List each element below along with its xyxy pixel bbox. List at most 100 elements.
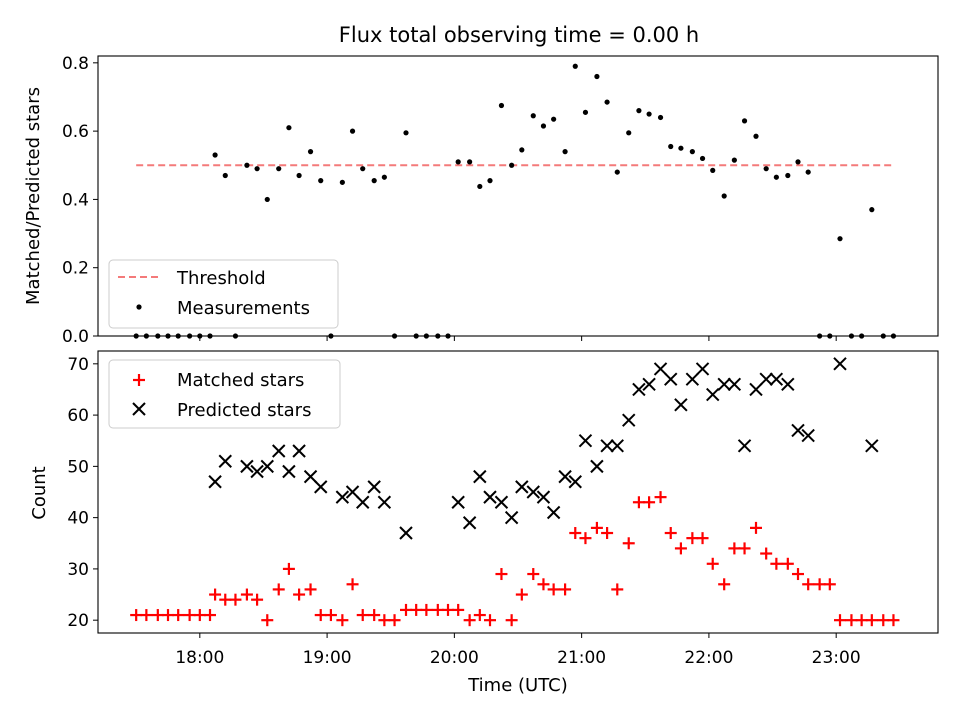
measurement-point	[455, 159, 461, 165]
matched-star-point	[718, 578, 731, 591]
predicted-star-point	[504, 510, 519, 525]
predicted-star-point	[356, 495, 370, 509]
measurement-point	[467, 159, 473, 165]
measurement-point	[222, 172, 228, 179]
measurement-point	[805, 169, 811, 175]
measurement-point	[318, 178, 324, 184]
matched-star-point	[304, 583, 317, 596]
matched-star-point	[410, 603, 423, 616]
measurement-point	[594, 73, 600, 80]
matched-star-point	[193, 609, 206, 622]
matched-star-point	[209, 588, 222, 601]
matched-star-point	[802, 578, 815, 591]
matched-star-point	[400, 603, 412, 616]
bottom-x-axis: 18:00 19:00 20:00 21:00 22:00 23:00	[175, 633, 861, 668]
matched-star-point	[314, 609, 327, 622]
measurement-point	[741, 118, 748, 124]
matched-star-point	[643, 496, 656, 509]
legend-matched-swatch	[133, 374, 145, 386]
matched-star-point	[590, 521, 603, 534]
measurement-point	[626, 130, 632, 136]
predicted-star-point	[451, 495, 465, 509]
legend-threshold-label: Threshold	[176, 268, 266, 289]
matched-star-point	[324, 609, 337, 622]
predicted-star-point	[833, 357, 847, 371]
measurement-point	[636, 108, 642, 114]
bottom-axes-frame	[97, 350, 939, 634]
predicted-star-point	[664, 372, 678, 386]
bottom-y-tick-label: 30	[67, 560, 89, 580]
matched-star-point	[484, 614, 496, 627]
legend-matched-label: Matched stars	[177, 370, 304, 391]
matched-star-point	[674, 542, 687, 555]
predicted-star-point	[282, 464, 296, 479]
matched-star-point	[622, 537, 635, 550]
matched-star-point	[442, 603, 454, 616]
matched-star-point	[760, 547, 773, 560]
bottom-x-tick-label: 19:00	[303, 648, 352, 668]
predicted-star-point	[260, 459, 274, 474]
matched-star-point	[515, 588, 528, 601]
predicted-star-point	[568, 475, 582, 489]
matched-star-point	[537, 578, 550, 591]
predicted-star-point	[473, 469, 487, 484]
matched-star-point	[728, 542, 741, 555]
measurement-point	[254, 166, 260, 172]
matched-star-point	[172, 609, 185, 622]
predicted-star-point	[218, 454, 232, 468]
measurement-point	[572, 63, 578, 69]
measurement-point	[763, 166, 769, 172]
predicted-star-point	[515, 480, 529, 494]
predicted-star-point	[685, 372, 700, 386]
predicted-star-point	[208, 475, 222, 489]
bottom-x-tick-label: 20:00	[430, 648, 479, 668]
measurement-point	[562, 149, 568, 155]
matched-star-point	[770, 557, 783, 570]
measurement-point	[773, 174, 779, 180]
measurement-point	[403, 130, 409, 136]
matched-star-point	[204, 609, 216, 622]
matched-star-point	[887, 614, 900, 627]
predicted-star-point	[610, 439, 624, 453]
top-axes-frame	[97, 55, 939, 337]
predicted-star-point	[749, 382, 763, 397]
measurement-point	[212, 152, 218, 158]
bottom-legend: Matched stars Predicted stars	[108, 359, 341, 429]
predicted-star-point	[462, 516, 477, 530]
matched-star-point	[738, 542, 751, 555]
matched-star-point	[336, 614, 349, 627]
predicted-star-point	[642, 377, 656, 392]
predicted-star-point	[345, 485, 360, 499]
measurement-point	[604, 99, 610, 105]
top-y-tick-label: 0.2	[62, 259, 89, 279]
bottom-x-axis-label: Time (UTC)	[467, 675, 568, 696]
predicted-star-point	[632, 382, 646, 397]
predicted-star-point	[653, 362, 668, 376]
measurement-point	[721, 193, 727, 199]
measurement-point	[498, 102, 505, 109]
matched-star-point	[654, 491, 667, 504]
measurement-point	[551, 116, 557, 122]
measurement-point	[837, 236, 843, 242]
legend-predicted-label: Predicted stars	[177, 400, 311, 421]
predicted-star-point	[292, 444, 306, 458]
matched-star-point	[706, 557, 719, 570]
matched-star-point	[251, 593, 264, 606]
matched-star-point	[463, 614, 476, 627]
matched-star-point	[272, 583, 285, 596]
bottom-y-axis-label: Count	[29, 466, 50, 519]
matched-star-point	[792, 568, 804, 581]
top-y-tick-label: 0.0	[62, 327, 89, 347]
measurement-point	[276, 166, 282, 172]
matched-star-point	[368, 609, 381, 622]
bottom-x-tick-label: 23:00	[812, 648, 861, 668]
predicted-star-point	[674, 398, 688, 412]
matched-star-point	[420, 603, 433, 616]
matched-star-point	[346, 578, 359, 591]
measurement-point	[614, 169, 620, 175]
predicted-star-point	[706, 387, 720, 402]
measurement-point	[753, 133, 759, 139]
matched-star-point	[877, 614, 890, 627]
measurement-point	[795, 159, 801, 165]
matched-star-point	[356, 609, 369, 622]
